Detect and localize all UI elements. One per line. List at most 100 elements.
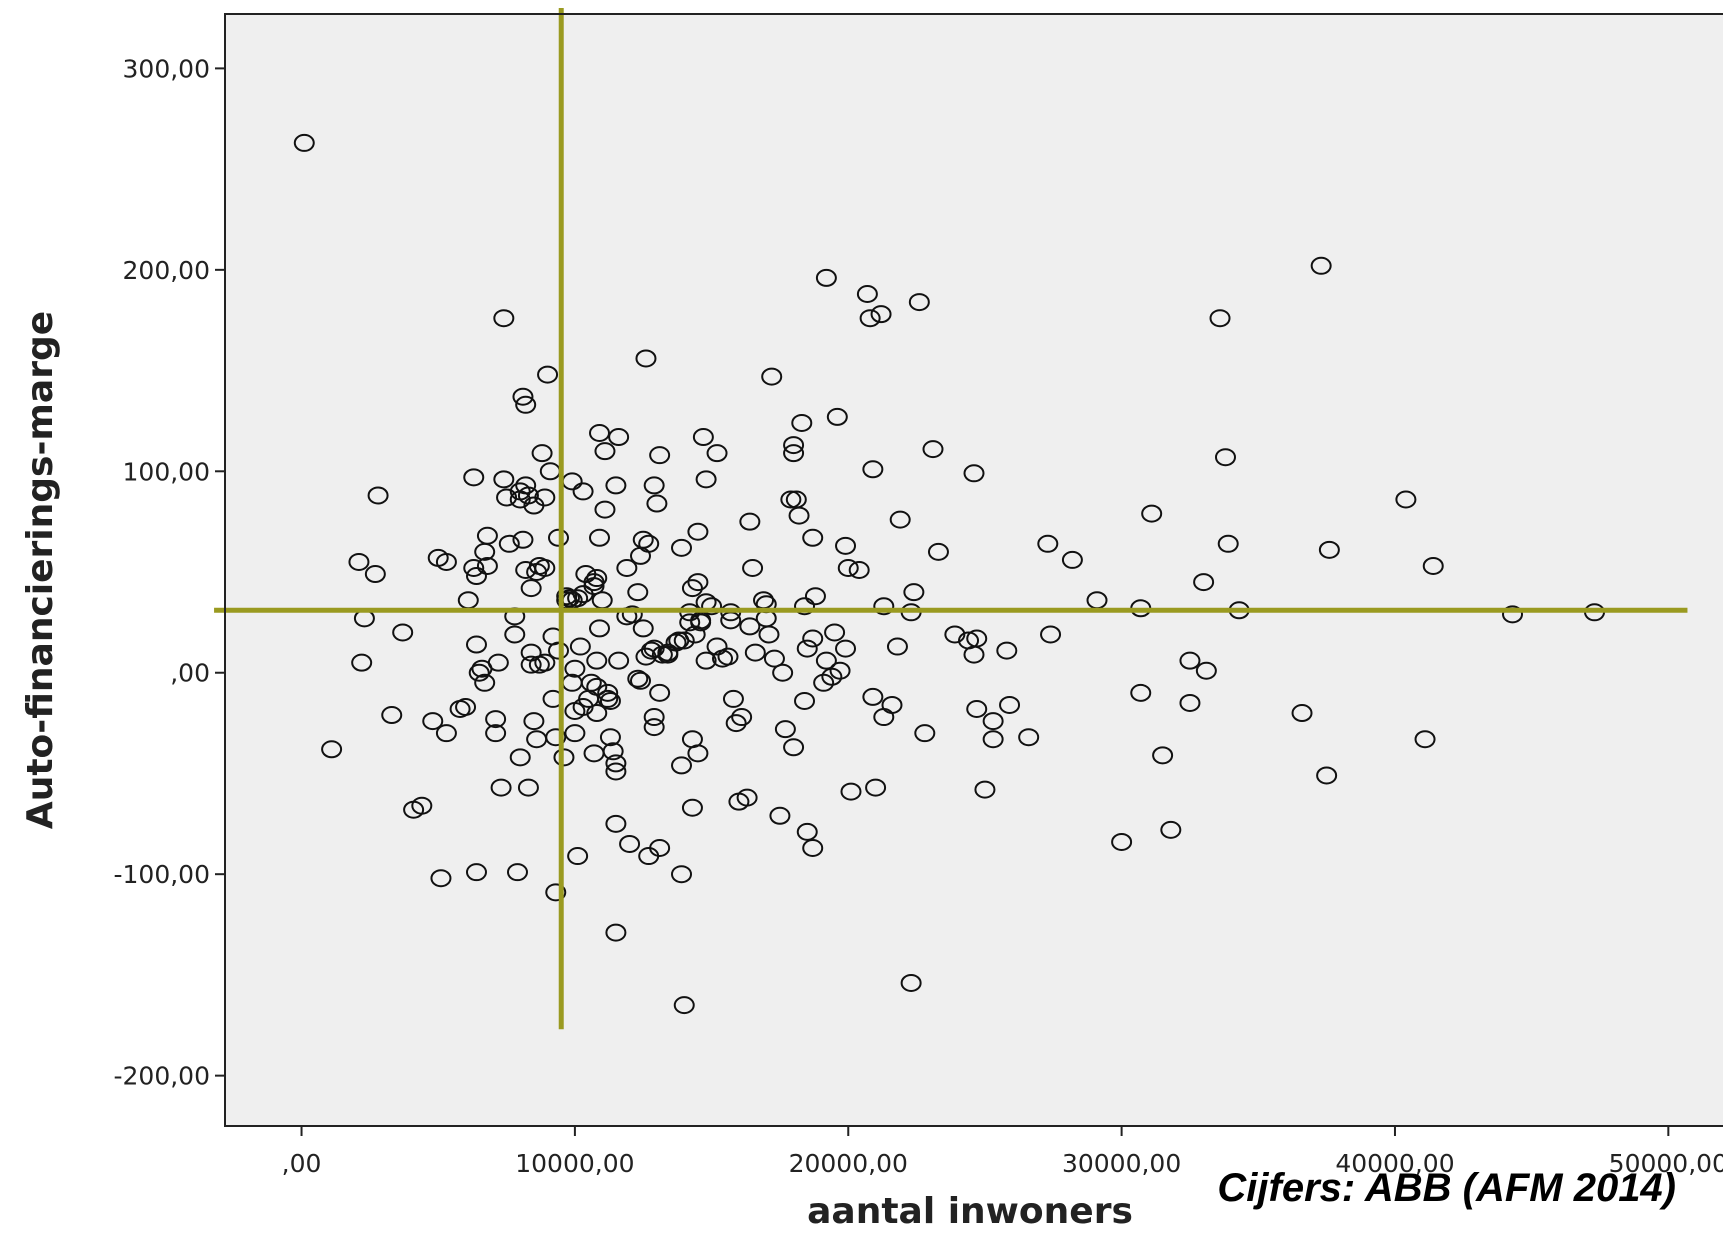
data-point — [687, 573, 709, 592]
data-point — [1422, 556, 1444, 575]
data-point — [802, 528, 824, 547]
data-point — [1214, 448, 1236, 467]
data-point — [504, 625, 526, 644]
data-point — [1318, 540, 1340, 559]
data-point — [616, 558, 638, 577]
data-point — [556, 587, 578, 606]
data-point — [476, 526, 498, 545]
data-point — [627, 669, 649, 688]
data-point — [515, 395, 537, 414]
data-point — [761, 367, 783, 386]
data-point — [583, 577, 605, 596]
data-point — [802, 839, 824, 857]
data-point — [837, 558, 859, 577]
data-point — [695, 470, 717, 489]
data-point — [772, 663, 794, 682]
data-point — [1037, 534, 1059, 553]
y-axis-title: Auto-financierings-marge — [20, 311, 61, 829]
data-point — [487, 653, 509, 672]
data-point — [465, 635, 487, 654]
y-tick-label: 100,00 — [123, 457, 210, 486]
data-point — [537, 365, 559, 384]
data-point — [1179, 651, 1201, 670]
data-point — [966, 700, 988, 718]
data-point — [859, 309, 881, 328]
data-point — [597, 683, 619, 702]
data-point — [796, 822, 818, 841]
data-point — [673, 631, 695, 650]
data-point — [569, 637, 591, 656]
data-point — [900, 973, 922, 992]
data-point — [692, 428, 714, 447]
data-point — [498, 534, 520, 553]
data-point — [485, 724, 507, 743]
data-point — [435, 724, 457, 743]
x-tick-label: 50000,00 — [1609, 1149, 1723, 1178]
data-point — [586, 704, 608, 723]
data-point — [567, 847, 589, 866]
data-point — [531, 444, 553, 463]
data-point — [824, 623, 846, 642]
data-point — [1130, 683, 1152, 702]
source-label: Cijfers: ABB (AFM 2014) — [1217, 1166, 1676, 1210]
data-point — [835, 639, 857, 658]
data-point — [665, 633, 687, 652]
data-point — [1179, 693, 1201, 712]
data-point — [545, 883, 567, 902]
data-point — [515, 476, 537, 495]
y-tick-label: -200,00 — [114, 1062, 211, 1091]
data-point — [367, 486, 389, 505]
data-point — [597, 689, 619, 708]
data-point — [783, 444, 805, 463]
data-point — [608, 651, 630, 670]
data-point — [547, 641, 569, 660]
data-point — [564, 724, 586, 743]
data-point — [701, 597, 723, 616]
data-point — [589, 619, 610, 638]
data-point — [840, 782, 862, 801]
data-point — [671, 538, 693, 557]
data-point — [695, 651, 717, 670]
plot-area — [225, 14, 1723, 1126]
data-point — [627, 583, 649, 602]
y-tick-label: ,00 — [170, 659, 210, 688]
data-point — [1160, 820, 1182, 839]
data-point — [580, 673, 602, 692]
data-point — [1291, 704, 1313, 723]
data-point — [881, 695, 903, 714]
data-point — [982, 712, 1004, 731]
data-point — [742, 558, 764, 577]
data-point — [586, 651, 608, 670]
data-point — [567, 589, 589, 608]
data-point — [589, 424, 610, 443]
data-point — [605, 762, 627, 781]
data-point — [381, 706, 403, 725]
data-point — [635, 349, 657, 368]
data-point — [1316, 766, 1338, 785]
data-point — [512, 387, 534, 406]
x-tick-label: ,00 — [282, 1149, 322, 1178]
data-point — [780, 490, 802, 509]
data-point — [589, 528, 610, 547]
data-point — [468, 663, 490, 682]
data-point — [553, 748, 575, 767]
data-point — [862, 687, 884, 706]
data-point — [364, 565, 386, 584]
data-point — [922, 440, 944, 459]
data-point — [1111, 832, 1133, 851]
data-point — [873, 597, 895, 616]
data-point — [572, 482, 594, 501]
data-point — [804, 587, 826, 606]
data-point — [643, 718, 665, 737]
data-point — [706, 637, 728, 656]
y-axis: 300,00 200,00 100,00 ,00 -100,00 -200,00 — [114, 54, 225, 1091]
data-point — [490, 778, 512, 797]
data-point — [783, 738, 805, 757]
data-point — [630, 671, 652, 690]
data-point — [815, 268, 837, 287]
data-point — [463, 468, 485, 487]
data-point — [351, 653, 373, 672]
data-point — [348, 552, 370, 571]
x-tick-label: 10000,00 — [515, 1149, 634, 1178]
data-point — [1502, 605, 1524, 624]
